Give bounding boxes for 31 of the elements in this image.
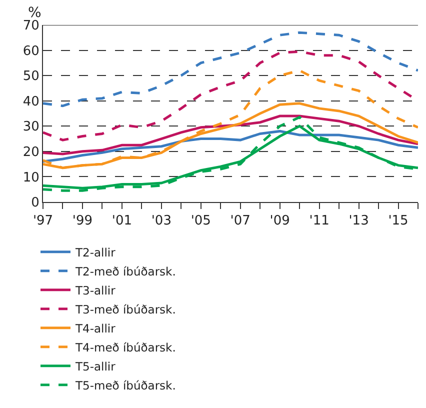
- y-tick-label: 10: [22, 170, 40, 186]
- line-series: [43, 130, 418, 163]
- y-tick-label: 0: [31, 196, 40, 211]
- line-series: [43, 114, 418, 156]
- x-tick-label: '13: [348, 214, 369, 229]
- legend-label: T3-allir: [74, 283, 116, 298]
- y-tick-label: 50: [22, 69, 40, 84]
- y-tick-label: 60: [22, 44, 40, 59]
- x-tick-label: '07: [230, 214, 250, 229]
- y-tick-label: 30: [22, 120, 40, 135]
- x-tick-label: '99: [72, 214, 93, 229]
- line-series: [43, 69, 418, 170]
- x-tick-label: '97: [32, 214, 54, 229]
- x-tick-label: '09: [270, 214, 290, 229]
- legend-label: T5-með íbúðarsk.: [74, 378, 176, 392]
- x-tick-label: '05: [190, 214, 211, 229]
- legend-label: T4-allir: [74, 321, 116, 336]
- legend-label: T4-með íbúðarsk.: [74, 340, 176, 354]
- x-tick-label: '15: [388, 214, 408, 229]
- legend-label: T2-allir: [74, 245, 116, 260]
- x-tick-label: '11: [309, 214, 330, 229]
- line-series: [43, 31, 418, 108]
- y-axis-title: %: [28, 5, 42, 21]
- x-tick-label: '01: [112, 214, 132, 229]
- legend-label: T2-með íbúðarsk.: [74, 264, 176, 278]
- legend-label: T5-allir: [74, 359, 116, 374]
- y-tick-label: 20: [22, 144, 40, 160]
- y-tick-label: 70: [22, 18, 40, 34]
- x-tick-label: '03: [151, 214, 172, 229]
- legend-label: T3-með íbúðarsk.: [74, 302, 176, 316]
- y-tick-label: 40: [22, 94, 40, 110]
